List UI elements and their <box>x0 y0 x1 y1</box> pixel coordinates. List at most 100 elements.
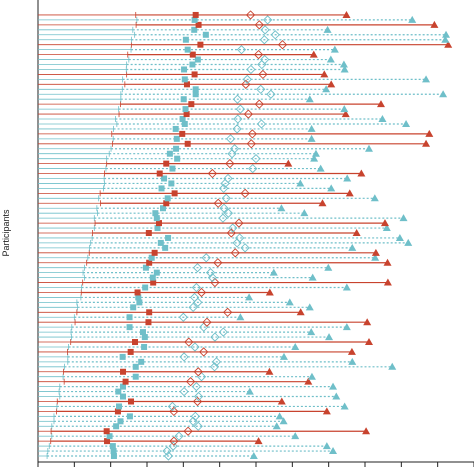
event-marker <box>182 106 189 113</box>
end-marker <box>245 387 254 395</box>
end-marker <box>249 452 258 459</box>
milestone-marker <box>270 30 280 40</box>
milestone-marker <box>219 183 229 194</box>
end-marker <box>402 119 411 127</box>
participant-lane <box>38 84 331 94</box>
event-marker <box>148 254 155 261</box>
event-marker <box>174 155 181 162</box>
participant-lane <box>38 154 319 164</box>
participant-lane <box>38 74 431 85</box>
participant-lane <box>38 372 316 382</box>
end-marker <box>345 189 354 197</box>
event-marker <box>150 279 157 286</box>
end-marker <box>342 283 351 291</box>
participant-lane <box>38 45 339 55</box>
event-marker <box>192 91 199 98</box>
milestone-marker <box>188 302 198 312</box>
end-marker <box>380 219 389 227</box>
event-marker <box>163 160 170 167</box>
end-marker <box>309 50 318 58</box>
event-marker <box>106 433 113 440</box>
milestone-marker <box>190 411 200 421</box>
milestone-marker <box>193 421 203 431</box>
end-marker <box>326 55 335 63</box>
milestone-marker <box>228 223 238 233</box>
milestone-marker <box>226 228 236 238</box>
participant-lane <box>38 114 387 124</box>
milestone-marker <box>168 441 178 451</box>
end-marker <box>329 382 338 390</box>
event-marker <box>109 443 116 450</box>
participant-lane <box>38 208 309 218</box>
end-marker <box>388 362 397 370</box>
participant-lane <box>38 218 389 228</box>
participant-lane <box>38 238 413 248</box>
end-marker <box>370 194 379 202</box>
milestone-marker <box>242 74 252 85</box>
milestone-marker <box>183 426 193 436</box>
event-marker <box>197 41 204 48</box>
event-marker <box>152 210 159 217</box>
milestone-marker <box>223 208 234 218</box>
milestone-marker <box>251 154 261 164</box>
end-marker <box>300 209 309 217</box>
milestone-marker <box>259 35 269 45</box>
participant-lane <box>38 386 254 397</box>
milestone-marker <box>225 134 236 144</box>
event-marker <box>128 398 135 405</box>
end-marker <box>324 263 333 271</box>
event-marker <box>141 334 148 341</box>
event-marker <box>169 165 176 172</box>
participant-lane <box>38 163 325 174</box>
milestone-marker <box>247 129 258 139</box>
milestone-marker <box>207 168 218 179</box>
milestone-marker <box>254 99 264 109</box>
milestone-marker <box>211 357 222 367</box>
milestone-marker <box>191 282 202 293</box>
participant-lane <box>38 94 314 104</box>
end-marker <box>383 278 392 286</box>
milestone-marker <box>199 347 209 357</box>
participant-lane <box>38 188 354 198</box>
participant-lane <box>38 233 404 243</box>
event-marker <box>146 259 153 266</box>
end-marker <box>364 338 373 346</box>
event-marker <box>155 220 162 227</box>
end-marker <box>342 323 351 331</box>
milestone-marker <box>236 45 247 55</box>
milestone-marker <box>254 20 264 30</box>
milestone-marker <box>193 391 204 402</box>
event-marker <box>168 180 175 187</box>
end-marker <box>320 70 329 78</box>
event-marker <box>127 348 134 355</box>
end-marker <box>422 75 431 83</box>
end-marker <box>291 342 300 350</box>
end-marker <box>285 298 294 306</box>
end-marker <box>327 184 336 192</box>
event-marker <box>126 324 133 331</box>
event-marker <box>157 239 164 246</box>
milestone-marker <box>232 124 242 134</box>
milestone-marker <box>266 89 276 99</box>
event-marker <box>191 71 198 78</box>
milestone-marker <box>179 386 189 397</box>
milestone-marker <box>201 253 211 263</box>
event-marker <box>103 428 110 435</box>
end-marker <box>310 154 319 162</box>
end-marker <box>307 134 316 142</box>
milestone-marker <box>253 49 264 60</box>
end-marker <box>308 273 317 281</box>
end-marker <box>371 253 380 261</box>
participant-lane <box>38 332 334 342</box>
event-marker <box>138 358 145 365</box>
participant-lane <box>38 416 288 426</box>
end-marker <box>439 90 448 98</box>
end-marker <box>322 442 331 450</box>
event-marker <box>173 145 180 152</box>
participant-lane <box>38 134 316 144</box>
milestone-marker <box>192 263 203 273</box>
end-marker <box>383 258 392 266</box>
end-marker <box>305 303 314 311</box>
participant-lane <box>38 426 371 436</box>
